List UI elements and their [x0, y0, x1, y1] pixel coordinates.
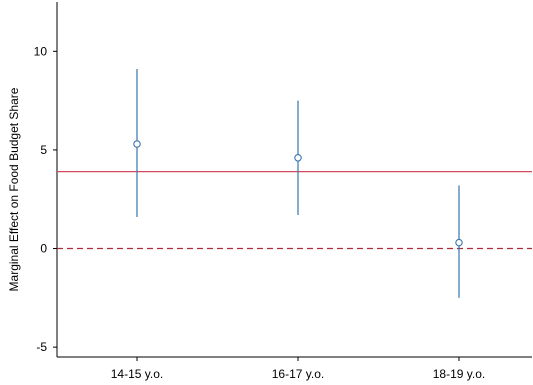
y-tick-label: 5	[40, 143, 47, 157]
x-tick-label: 18-19 y.o.	[433, 367, 485, 381]
x-tick-labels: 14-15 y.o. 16-17 y.o. 18-19 y.o.	[111, 357, 485, 381]
point-estimate-marker	[455, 238, 463, 247]
y-tick-label: -5	[36, 340, 47, 354]
x-tick-label: 14-15 y.o.	[111, 367, 163, 381]
y-axis-label: Marginal Effect on Food Budget Share	[7, 87, 21, 291]
y-tick-label: 10	[34, 44, 48, 58]
point-estimate-marker	[294, 154, 302, 162]
y-tick-labels: -5 0 5 10	[34, 44, 57, 354]
axes	[56, 2, 532, 358]
reference-lines	[57, 171, 532, 250]
data-marks	[133, 69, 463, 298]
y-tick-label: 0	[40, 242, 47, 256]
x-tick-label: 16-17 y.o.	[272, 367, 324, 381]
point-estimate-marker	[133, 140, 141, 148]
